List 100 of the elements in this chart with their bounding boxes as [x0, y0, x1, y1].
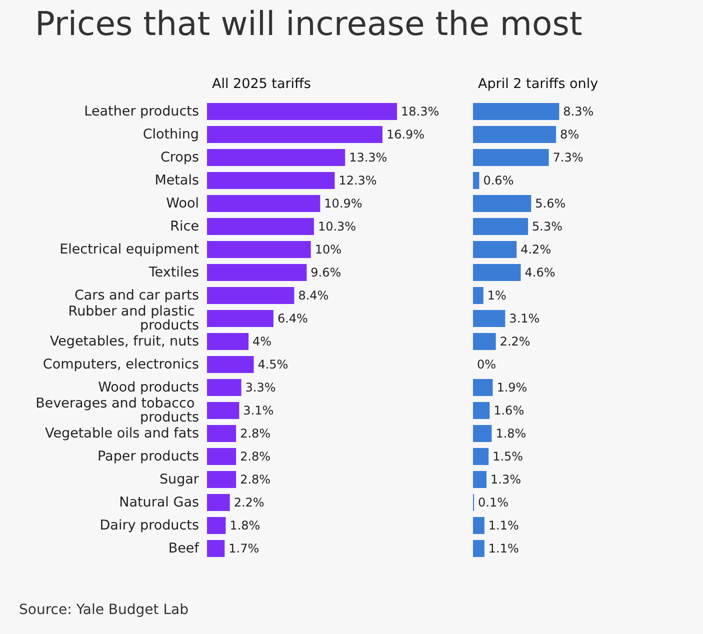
- bar: [207, 517, 226, 534]
- data-label: 16.9%: [386, 128, 425, 142]
- bar: [207, 310, 274, 327]
- data-label: 4.2%: [520, 242, 552, 256]
- bar: [207, 126, 382, 143]
- data-label: 0.6%: [483, 174, 514, 188]
- bar: [207, 402, 240, 419]
- bar: [473, 287, 484, 304]
- y-tick-label: Textiles: [148, 264, 199, 280]
- data-label: 1.9%: [496, 380, 528, 394]
- data-label: 2.2%: [500, 334, 530, 348]
- bar: [473, 126, 556, 143]
- data-label: 1%: [487, 288, 506, 302]
- bar: [473, 172, 480, 189]
- data-label: 2.8%: [240, 472, 271, 486]
- bar: [207, 448, 236, 465]
- y-tick-label: Electrical equipment: [60, 242, 199, 258]
- data-label: 4.5%: [258, 358, 288, 372]
- bar: [207, 333, 249, 350]
- data-label: 2.2%: [234, 496, 264, 510]
- bar: [207, 425, 236, 442]
- bar: [473, 264, 521, 281]
- bar: [207, 471, 236, 488]
- data-label: 2.8%: [240, 450, 271, 464]
- data-label: 5.3%: [532, 220, 563, 234]
- bar: [207, 356, 254, 373]
- data-label: 0%: [477, 358, 496, 372]
- data-label: 3.3%: [245, 380, 276, 394]
- bar: [473, 402, 490, 419]
- y-tick-label: Dairy products: [100, 518, 199, 534]
- data-label: 1.8%: [230, 518, 260, 532]
- chart-subtitle: All 2025 tariffs: [212, 76, 311, 92]
- bar: [207, 149, 346, 166]
- y-tick-label: Wool: [166, 196, 199, 212]
- bar: [473, 540, 484, 557]
- y-tick-label: Sugar: [159, 472, 200, 488]
- data-label: 0.1%: [478, 496, 509, 510]
- data-label: 1.5%: [492, 450, 524, 464]
- data-label: 1.7%: [228, 542, 260, 556]
- bar: [207, 241, 311, 258]
- data-label: 13.3%: [349, 150, 388, 164]
- y-tick-label: Beverages and tobacco products: [36, 396, 199, 426]
- y-tick-label: Natural Gas: [119, 494, 199, 510]
- data-label: 3.1%: [509, 312, 540, 326]
- data-label: 4.6%: [524, 266, 556, 280]
- bar: [473, 195, 532, 212]
- chart-title: Prices that will increase the most: [35, 4, 582, 43]
- data-label: 3.1%: [243, 404, 274, 418]
- data-label: 4%: [252, 334, 272, 348]
- bar: [207, 494, 230, 511]
- bar: [473, 379, 493, 396]
- bar: [473, 425, 492, 442]
- bar: [473, 310, 506, 327]
- y-tick-label: Crops: [160, 150, 199, 166]
- data-label: 10.9%: [324, 196, 362, 210]
- y-tick-label: Paper products: [98, 448, 199, 464]
- y-tick-label: Rice: [170, 218, 199, 234]
- bar: [207, 264, 307, 281]
- y-tick-label: Leather products: [84, 104, 199, 120]
- data-label: 9.6%: [310, 266, 342, 280]
- y-tick-label: Computers, electronics: [42, 356, 199, 372]
- data-label: 10.3%: [318, 220, 356, 234]
- y-tick-label: Rubber and plastic products: [68, 304, 199, 334]
- data-label: 7.3%: [552, 150, 584, 164]
- y-tick-label: Vegetables, fruit, nuts: [50, 334, 199, 350]
- bar: [473, 218, 528, 235]
- bar: [207, 103, 397, 120]
- data-label: 12.3%: [338, 174, 377, 188]
- data-label: 8%: [560, 128, 580, 142]
- data-label: 5.6%: [535, 196, 566, 210]
- y-tick-label: Vegetable oils and fats: [45, 426, 199, 442]
- bar: [473, 149, 549, 166]
- data-label: 1.1%: [488, 518, 519, 532]
- y-tick-label: Metals: [154, 172, 199, 188]
- bar: [473, 471, 486, 488]
- bar: [473, 448, 489, 465]
- data-label: 1.3%: [490, 472, 521, 486]
- data-label: 1.1%: [488, 542, 519, 556]
- bar: [473, 241, 517, 258]
- bar: [473, 333, 496, 350]
- data-label: 6.4%: [277, 312, 308, 326]
- source-note: Source: Yale Budget Lab: [19, 602, 189, 618]
- bar: [207, 218, 314, 235]
- data-label: 1.8%: [496, 426, 526, 440]
- bar: [207, 540, 225, 557]
- bar: [473, 103, 560, 120]
- y-tick-label: Clothing: [142, 126, 199, 142]
- data-label: 18.3%: [401, 104, 440, 118]
- bar: [207, 287, 294, 304]
- chart-title: April 2 tariffs only: [478, 76, 598, 92]
- data-label: 1.6%: [494, 404, 524, 418]
- y-tick-label: Cars and car parts: [74, 288, 199, 304]
- data-label: 8.3%: [563, 104, 594, 118]
- bar: [207, 195, 320, 212]
- y-tick-label: Wood products: [98, 380, 199, 396]
- y-tick-label: Beef: [168, 540, 200, 556]
- bar: [473, 517, 484, 534]
- bar: [207, 379, 242, 396]
- data-label: 10%: [314, 242, 342, 256]
- data-label: 8.4%: [298, 288, 329, 302]
